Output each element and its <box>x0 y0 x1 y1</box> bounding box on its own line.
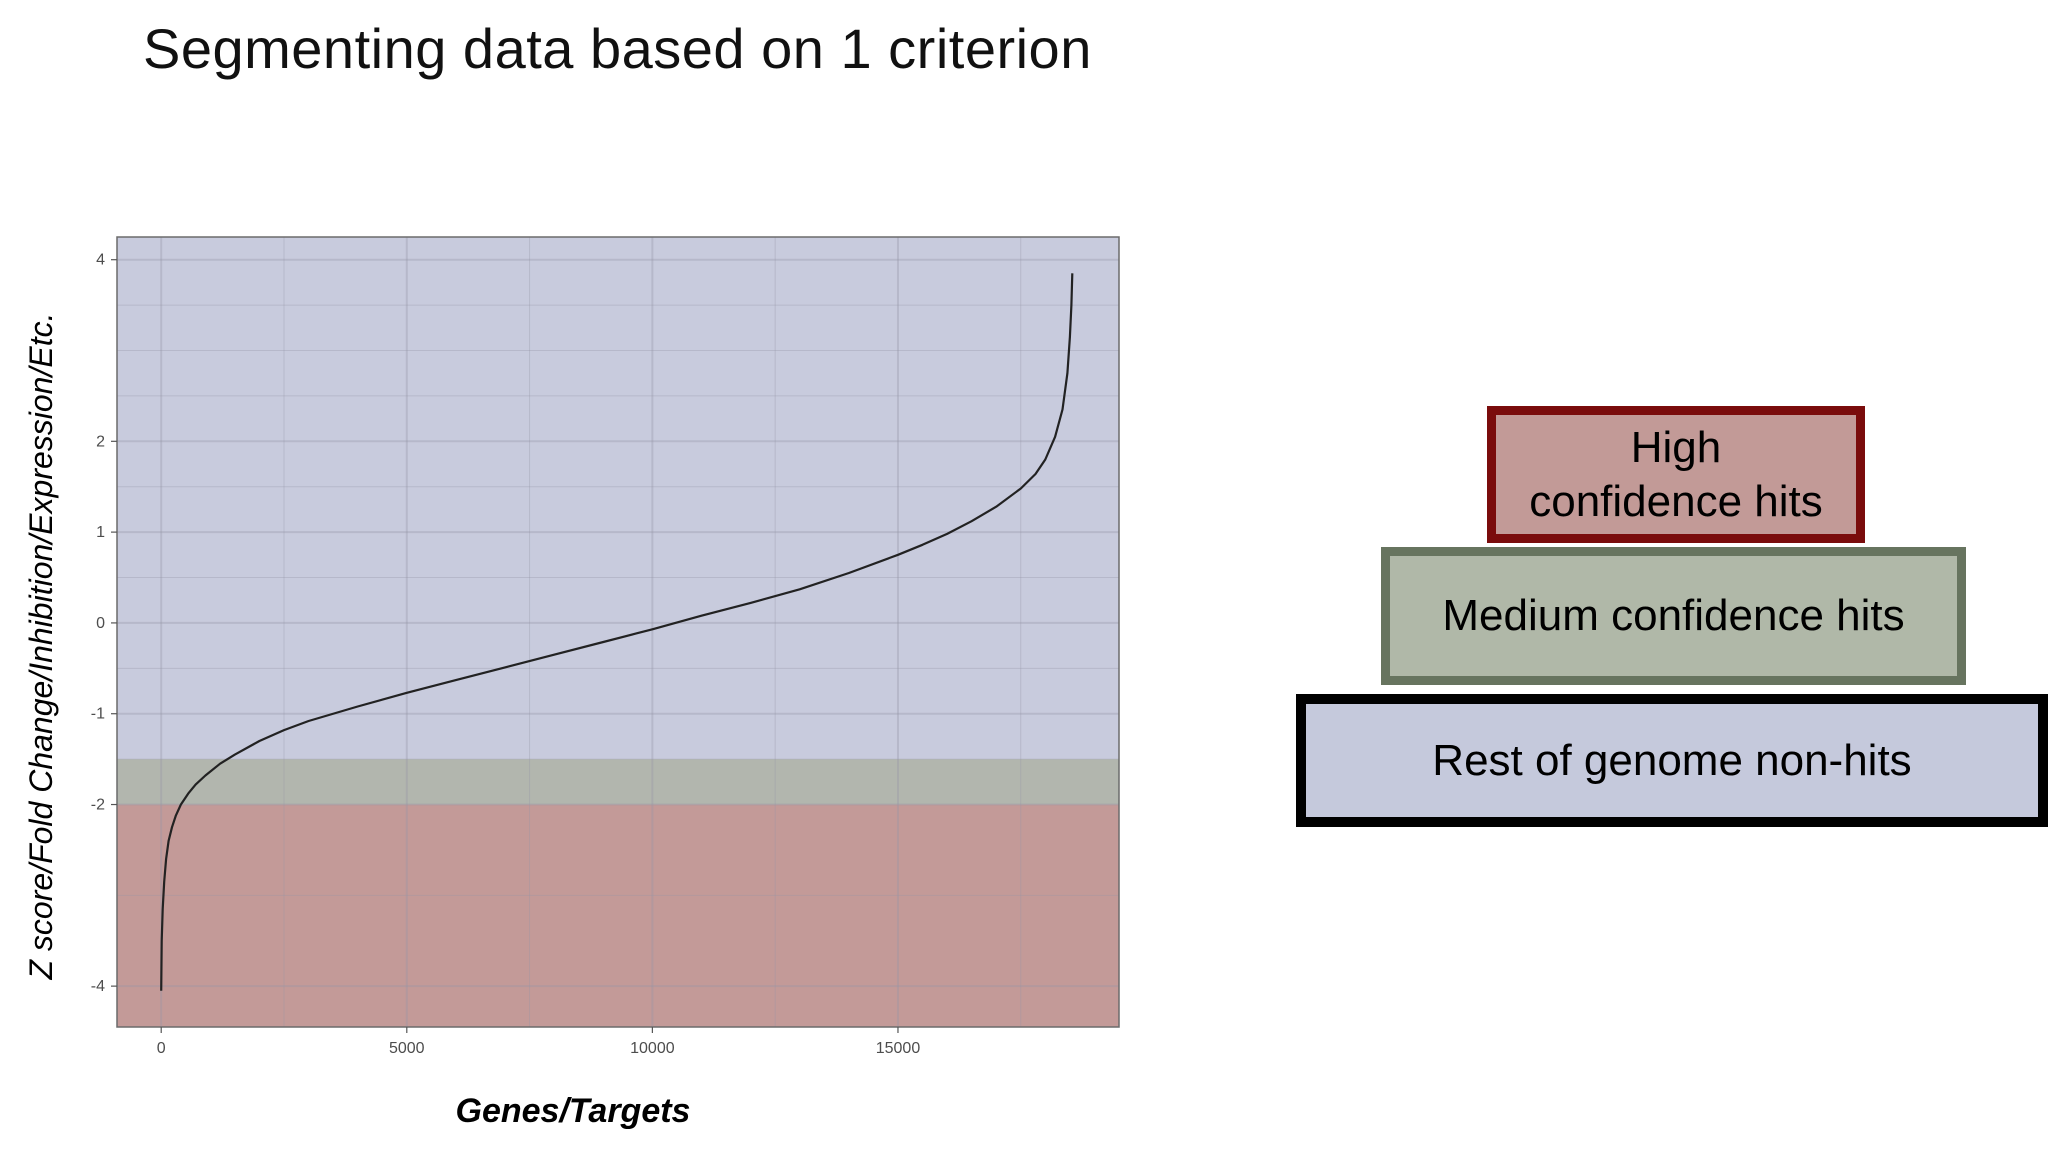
x-axis-title: Genes/Targets <box>456 1092 691 1130</box>
y-axis-title: Z score/Fold Change/Inhibition/Expressio… <box>23 313 59 981</box>
plot-border <box>116 236 1120 1028</box>
region-2 <box>117 804 1119 1027</box>
y-tick-label-1: -2 <box>91 797 105 814</box>
medium-confidence-tier: Medium confidence hits <box>1381 547 1966 685</box>
y-tick-label-3: 0 <box>96 615 105 632</box>
y-tick-label-2: -1 <box>91 706 105 723</box>
medium-confidence-label: Medium confidence hits <box>1442 591 1905 640</box>
axis-ticks: 0 5000 10000 15000 -4 -2 -1 0 1 2 4 <box>91 252 921 1057</box>
high-confidence-label: High confidence hits <box>1529 422 1823 526</box>
y-tick-label-6: 4 <box>96 252 105 269</box>
chart-grid <box>117 237 1119 1027</box>
rest-of-genome-label: Rest of genome non-hits <box>1432 735 1912 785</box>
series-line <box>160 273 1074 991</box>
x-tick-label-0: 0 <box>157 1040 166 1057</box>
x-tick-label-2: 10000 <box>630 1040 675 1057</box>
y-tick-label-4: 1 <box>96 524 105 541</box>
ranked-score-line <box>160 273 1074 991</box>
x-tick-label-1: 5000 <box>389 1040 425 1057</box>
rest-of-genome-tier: Rest of genome non-hits <box>1296 694 2048 827</box>
y-tick-label-5: 2 <box>96 433 105 450</box>
high-confidence-tier: High confidence hits <box>1487 406 1865 543</box>
region-1 <box>117 759 1119 805</box>
slide-title: Segmenting data based on 1 criterion <box>143 17 1092 80</box>
x-tick-label-3: 15000 <box>876 1040 921 1057</box>
y-tick-label-0: -4 <box>91 978 105 995</box>
confidence-regions <box>117 237 1119 1027</box>
region-0 <box>117 237 1119 760</box>
